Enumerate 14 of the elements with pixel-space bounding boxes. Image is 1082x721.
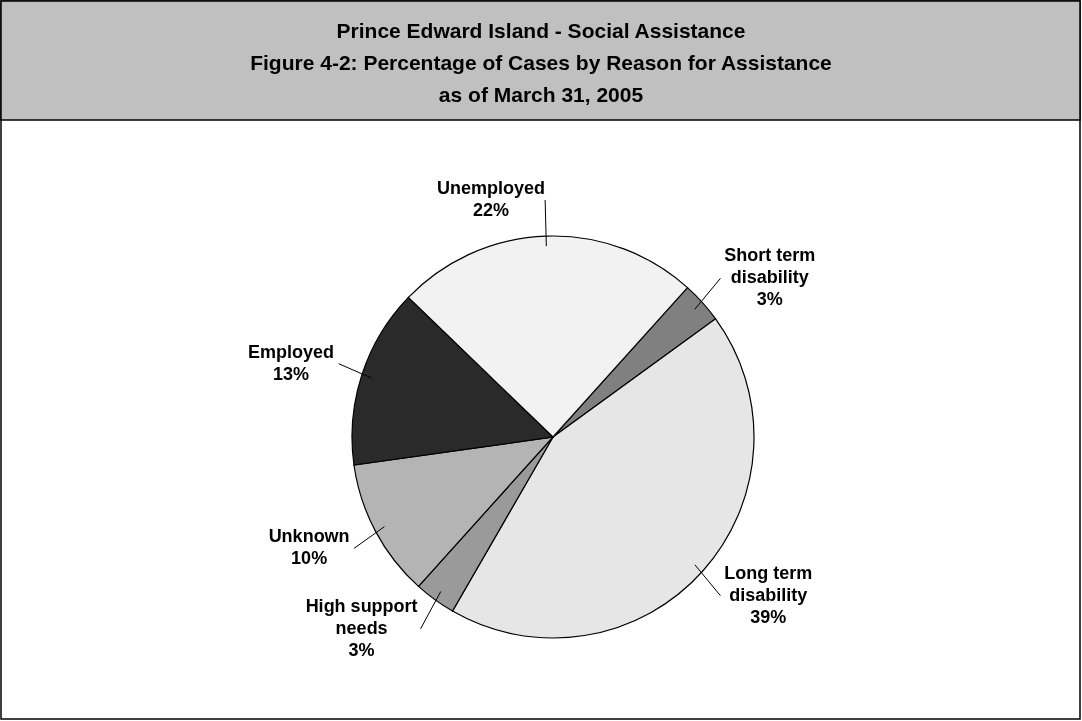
slice-label: Short term disability: [724, 245, 816, 288]
slice-label: Unemployed: [436, 177, 545, 198]
data-label: 39%: [750, 606, 787, 627]
slice-label: High support needs: [305, 595, 418, 638]
data-label: 22%: [472, 199, 509, 220]
data-label: 3%: [756, 289, 783, 310]
slice-label: Long term disability: [724, 562, 813, 605]
data-label: 13%: [272, 363, 309, 384]
chart-title: Prince Edward Island - Social Assistance: [336, 19, 746, 42]
data-label: 10%: [291, 548, 328, 569]
slice-label: Employed: [247, 341, 334, 362]
data-label: 3%: [348, 639, 375, 660]
chart-subtitle: Figure 4-2: Percentage of Cases by Reason for Assistance as of March 31, 2005: [250, 51, 832, 106]
slice-label: Unknown: [268, 526, 350, 547]
